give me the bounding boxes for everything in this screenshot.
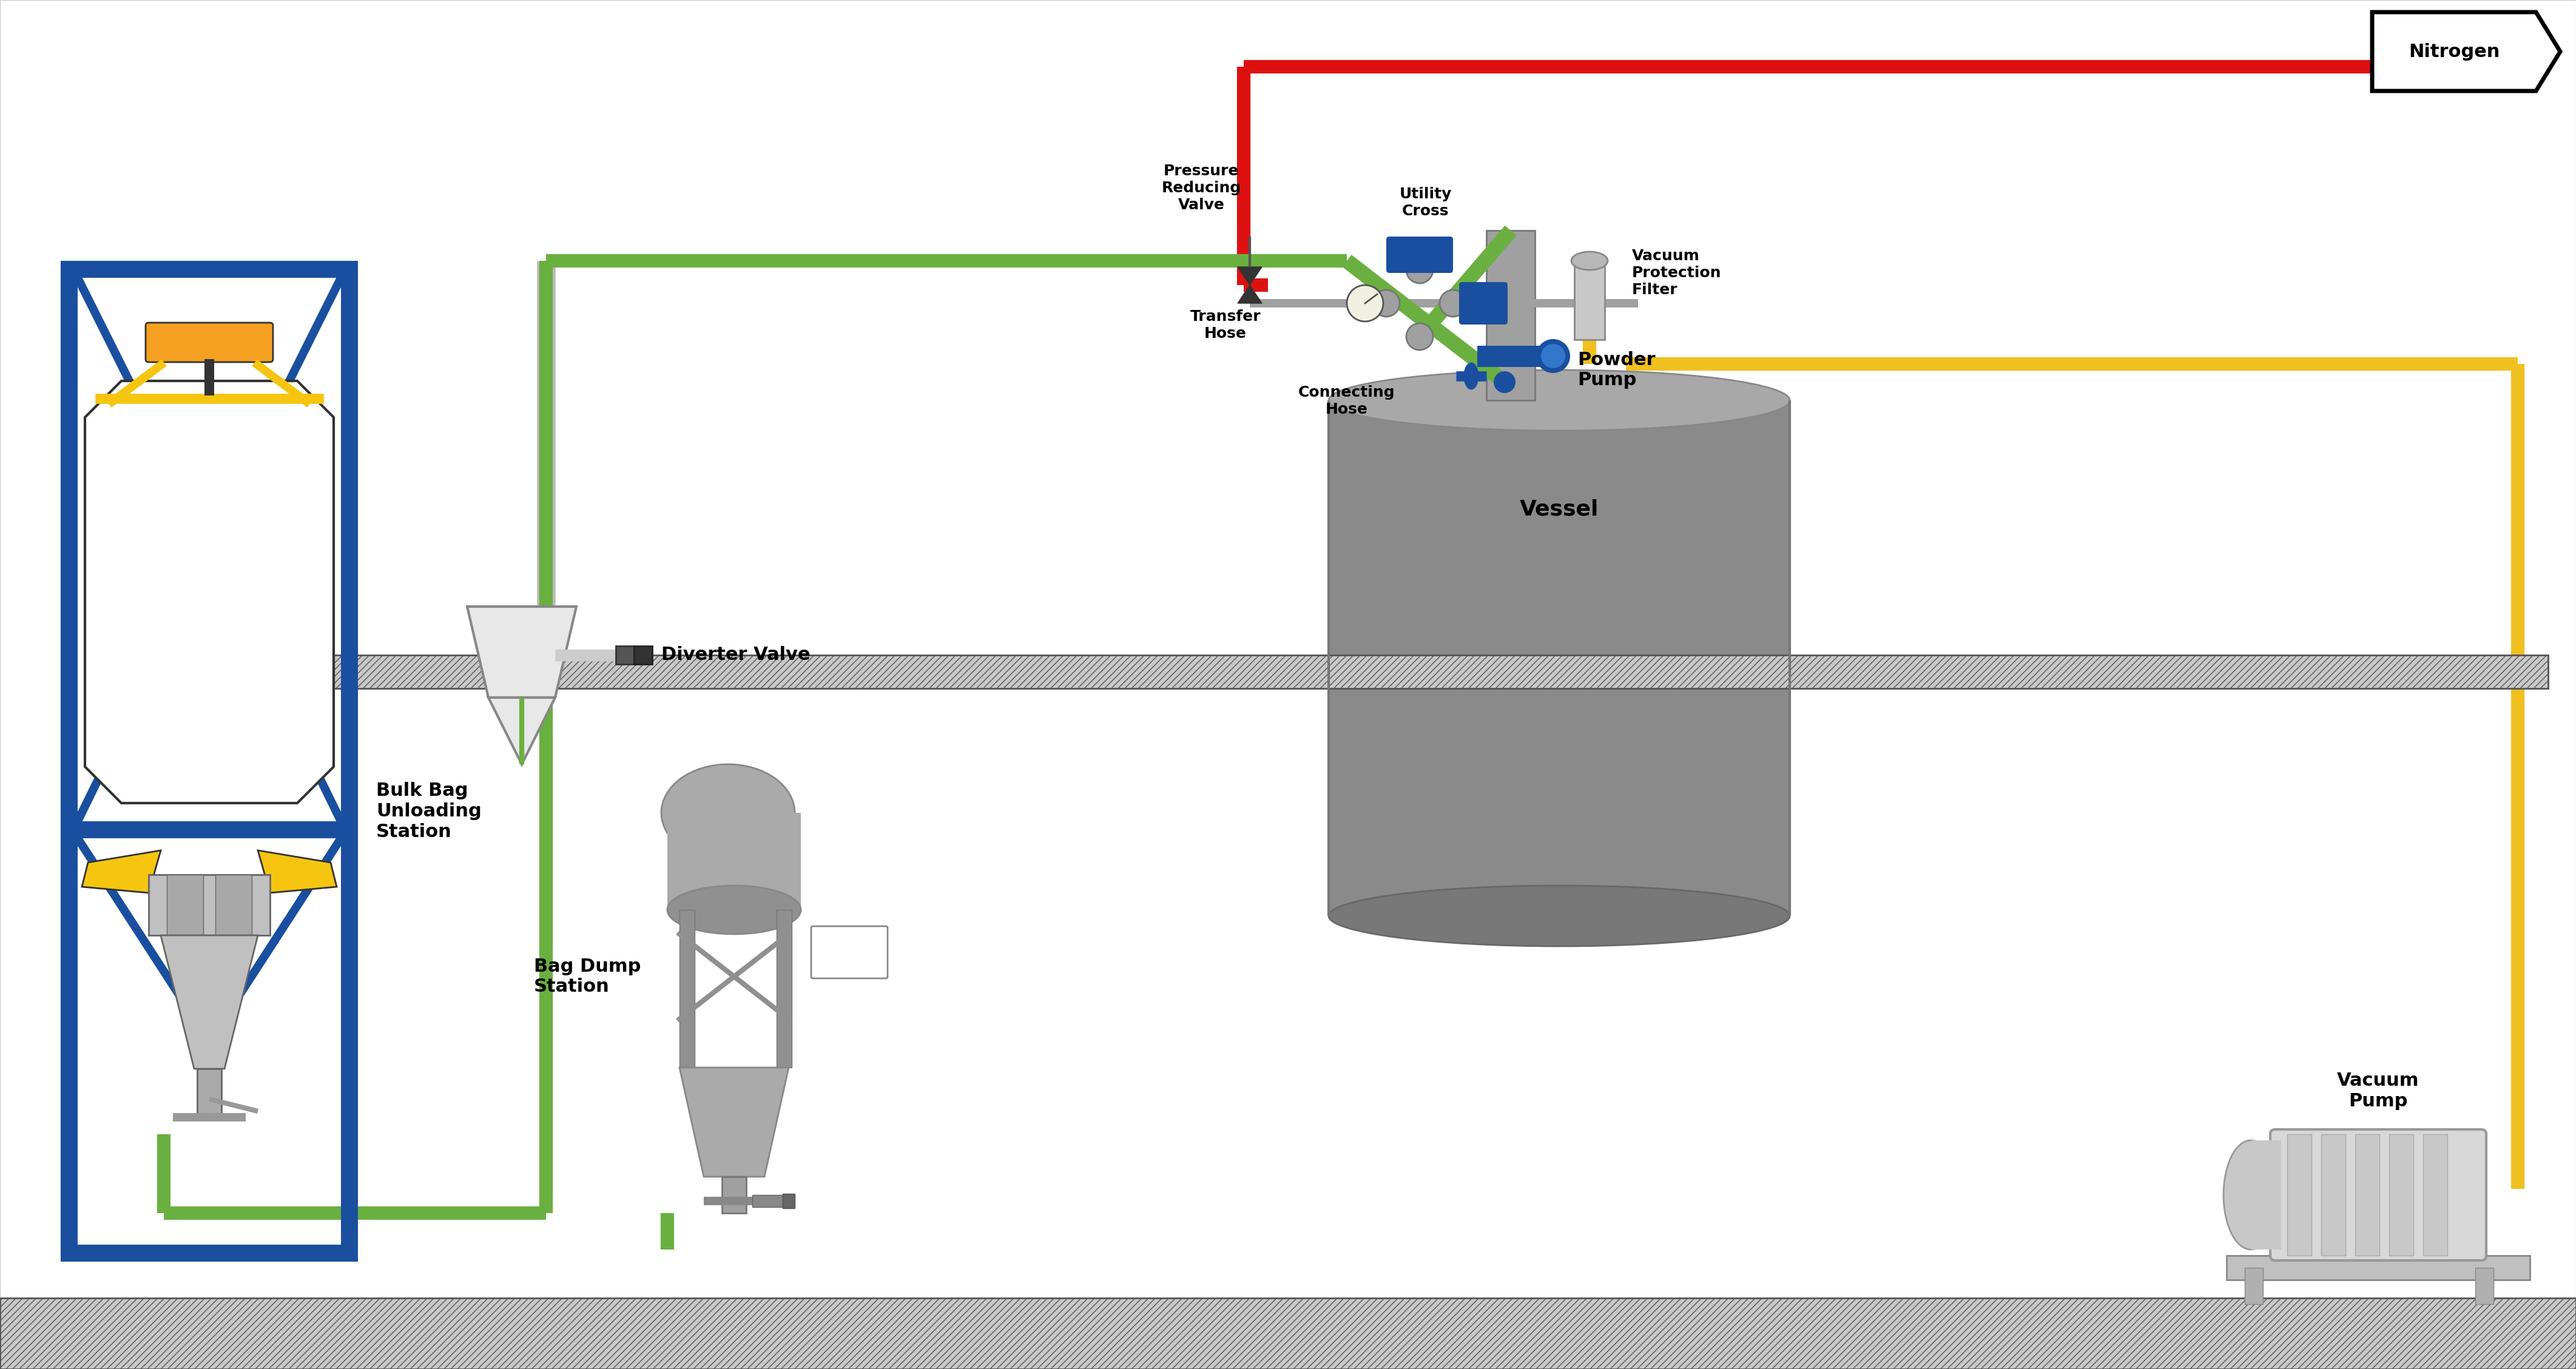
Bar (62, 821, 358, 838)
Bar (167, 875, 204, 935)
Bar (216, 875, 252, 935)
Bar (680, 910, 696, 1068)
Bar (2226, 1255, 2530, 1280)
Polygon shape (258, 850, 337, 893)
Bar (0, 1298, 2576, 1369)
Polygon shape (466, 606, 577, 698)
Bar (2321, 1135, 2347, 1255)
Text: Diverter Valve: Diverter Valve (662, 646, 811, 664)
FancyBboxPatch shape (811, 927, 889, 979)
Bar (62, 261, 77, 1262)
Bar (752, 1195, 783, 1207)
Polygon shape (82, 850, 160, 893)
Bar (2424, 1135, 2447, 1255)
Bar (62, 1244, 358, 1262)
Polygon shape (489, 698, 554, 764)
Bar (149, 875, 270, 935)
Bar (783, 1194, 796, 1209)
Text: Powder
Pump: Powder Pump (1577, 350, 1656, 389)
Ellipse shape (2223, 1140, 2277, 1250)
Polygon shape (680, 1068, 788, 1177)
Ellipse shape (1329, 886, 1790, 946)
Polygon shape (1236, 267, 1262, 285)
Ellipse shape (1463, 363, 1479, 390)
FancyBboxPatch shape (2269, 1129, 2486, 1261)
Ellipse shape (662, 764, 796, 861)
Bar (204, 359, 214, 396)
Circle shape (1406, 256, 1432, 283)
Text: Vacuum
Protection
Filter: Vacuum Protection Filter (1633, 249, 1721, 297)
Bar (2251, 1140, 2282, 1250)
Ellipse shape (1571, 252, 1607, 270)
Bar (1329, 400, 1790, 916)
Text: Connecting
Hose: Connecting Hose (1298, 385, 1396, 416)
Circle shape (1535, 340, 1571, 372)
Text: Vessel: Vessel (1520, 500, 1600, 520)
Circle shape (1440, 290, 1466, 316)
Text: Bulk Bag
Unloading
Station: Bulk Bag Unloading Station (376, 782, 482, 841)
Bar (775, 910, 791, 1068)
Text: Pressure
Reducing
Valve: Pressure Reducing Valve (1162, 164, 1242, 212)
Text: Bag Dump
Station: Bag Dump Station (533, 957, 641, 995)
Polygon shape (1236, 285, 1262, 304)
Bar (1476, 346, 1543, 367)
FancyBboxPatch shape (147, 323, 273, 363)
Bar (634, 646, 652, 664)
Bar (1574, 261, 1605, 340)
Circle shape (1494, 371, 1515, 393)
FancyBboxPatch shape (1386, 237, 1453, 272)
Bar (721, 1177, 747, 1213)
Ellipse shape (1329, 370, 1790, 431)
Bar (198, 1069, 222, 1117)
Circle shape (1540, 344, 1566, 368)
Bar (340, 261, 358, 1262)
Polygon shape (2372, 12, 2561, 90)
Bar (2244, 1268, 2262, 1305)
Bar (2476, 1268, 2494, 1305)
Bar (2354, 1135, 2380, 1255)
Text: Vacuum
Pump: Vacuum Pump (2336, 1072, 2419, 1110)
Ellipse shape (667, 886, 801, 934)
FancyBboxPatch shape (1458, 282, 1507, 324)
Text: Utility
Cross: Utility Cross (1399, 188, 1453, 219)
Text: Nitrogen: Nitrogen (2409, 42, 2499, 60)
Bar (1486, 230, 1535, 400)
Polygon shape (160, 935, 258, 1069)
Bar (616, 646, 634, 664)
Polygon shape (85, 381, 335, 804)
Bar (667, 813, 801, 910)
Circle shape (1347, 285, 1383, 322)
Circle shape (1406, 323, 1432, 350)
Text: Transfer
Hose: Transfer Hose (1190, 309, 1260, 341)
Circle shape (1373, 290, 1399, 316)
Bar (62, 261, 358, 278)
Bar (2388, 1135, 2414, 1255)
Bar (260, 656, 2548, 689)
Bar (2287, 1135, 2311, 1255)
